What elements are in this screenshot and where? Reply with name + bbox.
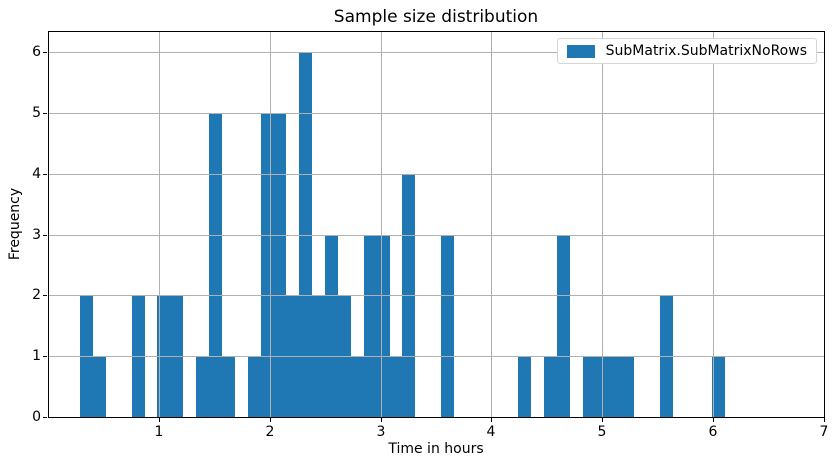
histogram-bar: [299, 52, 312, 417]
y-axis-label: Frequency: [7, 187, 23, 261]
histogram-bar: [390, 356, 402, 417]
x-tick-label: 2: [265, 424, 275, 440]
histogram-bar: [261, 113, 274, 417]
x-gridline: [270, 31, 271, 417]
y-tick-mark: [43, 174, 47, 175]
y-gridline: [48, 295, 824, 296]
y-gridline: [48, 113, 824, 114]
x-gridline: [491, 31, 492, 417]
histogram-bar: [351, 356, 364, 417]
histogram-bar: [544, 356, 557, 417]
y-tick-label: 6: [32, 44, 41, 60]
histogram-bar: [364, 235, 377, 417]
histogram-bar: [441, 235, 454, 417]
x-gridline: [602, 31, 603, 417]
y-gridline: [48, 52, 824, 53]
legend-label: SubMatrix.SubMatrixNoRows: [605, 43, 807, 59]
x-tick-label: 5: [597, 424, 607, 440]
histogram-bar: [93, 356, 106, 417]
histogram-bar: [557, 235, 570, 417]
histogram-bar: [609, 356, 622, 417]
y-gridline: [48, 356, 824, 357]
x-tick-mark: [381, 418, 382, 422]
legend-swatch-icon: [566, 44, 595, 58]
y-tick-mark: [43, 417, 47, 418]
x-tick-mark: [159, 418, 160, 422]
y-tick-label: 3: [32, 227, 41, 243]
histogram-bar: [622, 356, 634, 417]
x-gridline: [159, 31, 160, 417]
chart-title: Sample size distribution: [333, 7, 539, 27]
y-tick-label: 1: [32, 348, 41, 364]
x-gridline: [381, 31, 382, 417]
histogram-bar: [325, 235, 338, 417]
x-tick-mark: [491, 418, 492, 422]
x-axis-label: Time in hours: [388, 441, 484, 457]
x-tick-label: 6: [708, 424, 718, 440]
x-tick-mark: [824, 418, 825, 422]
histogram-bar: [274, 113, 286, 417]
histogram-bar: [518, 356, 531, 417]
y-tick-mark: [43, 113, 47, 114]
legend: SubMatrix.SubMatrixNoRows: [556, 38, 817, 64]
x-tick-mark: [713, 418, 714, 422]
y-tick-mark: [43, 295, 47, 296]
histogram-bar: [222, 356, 235, 417]
x-gridline: [713, 31, 714, 417]
x-tick-label: 3: [376, 424, 386, 440]
histogram-bar: [248, 356, 261, 417]
y-gridline: [48, 235, 824, 236]
histogram-bar: [209, 113, 222, 417]
x-tick-mark: [270, 418, 271, 422]
histogram-bar: [583, 356, 596, 417]
y-tick-label: 0: [32, 409, 41, 425]
x-tick-label: 7: [819, 424, 829, 440]
y-gridline: [48, 174, 824, 175]
histogram-bar: [712, 356, 725, 417]
x-tick-label: 4: [486, 424, 496, 440]
x-tick-mark: [602, 418, 603, 422]
y-tick-label: 2: [32, 287, 41, 303]
histogram-bar: [377, 235, 390, 417]
y-tick-mark: [43, 356, 47, 357]
x-tick-label: 1: [154, 424, 164, 440]
y-tick-mark: [43, 52, 47, 53]
histogram-bar: [196, 356, 209, 417]
y-tick-label: 4: [32, 166, 41, 182]
y-tick-mark: [43, 235, 47, 236]
y-tick-label: 5: [32, 105, 41, 121]
